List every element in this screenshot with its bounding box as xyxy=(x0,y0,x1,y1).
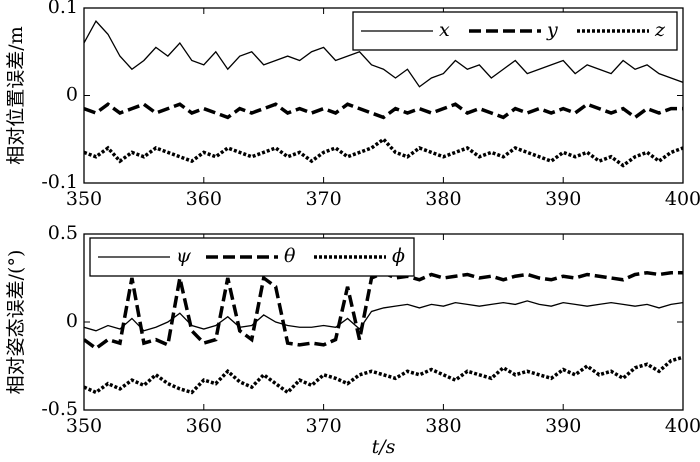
series-line xyxy=(84,300,683,332)
legend-label: x xyxy=(439,19,450,41)
y-tick-label: -0.1 xyxy=(41,171,78,193)
x-tick-label: 360 xyxy=(186,188,222,210)
y-axis-label: 相对姿态误差/(°) xyxy=(5,250,27,395)
y-tick-label: -0.5 xyxy=(41,398,78,420)
x-axis-label: t/s xyxy=(372,436,396,458)
series-line xyxy=(84,102,683,120)
series-line xyxy=(84,270,683,351)
x-tick-label: 390 xyxy=(545,188,581,210)
x-tick-label: 350 xyxy=(66,415,102,437)
x-tick-label: 370 xyxy=(305,188,341,210)
legend-label: θ xyxy=(284,245,296,267)
x-tick-label: 350 xyxy=(66,188,102,210)
plot-frame xyxy=(83,7,684,184)
legend-label: ϕ xyxy=(392,245,405,267)
legend-label: y xyxy=(546,19,558,41)
y-tick-label: 0 xyxy=(66,84,78,106)
y-tick-label: 0.1 xyxy=(48,0,78,18)
series-line xyxy=(84,355,683,395)
legend-label: ψ xyxy=(176,245,192,267)
x-tick-label: 380 xyxy=(425,415,461,437)
x-tick-label: 400 xyxy=(665,188,700,210)
legend-label: z xyxy=(654,19,666,41)
x-tick-label: 390 xyxy=(545,415,581,437)
y-axis-label: 相对位置误差/m xyxy=(5,26,27,164)
x-tick-label: 370 xyxy=(305,415,341,437)
x-tick-label: 400 xyxy=(665,415,700,437)
series-line xyxy=(84,20,683,88)
series-line xyxy=(84,136,683,168)
y-tick-label: 0 xyxy=(66,310,78,332)
plot-frame xyxy=(83,233,684,411)
x-tick-label: 360 xyxy=(186,415,222,437)
y-tick-label: 0.5 xyxy=(48,222,78,244)
x-tick-label: 380 xyxy=(425,188,461,210)
